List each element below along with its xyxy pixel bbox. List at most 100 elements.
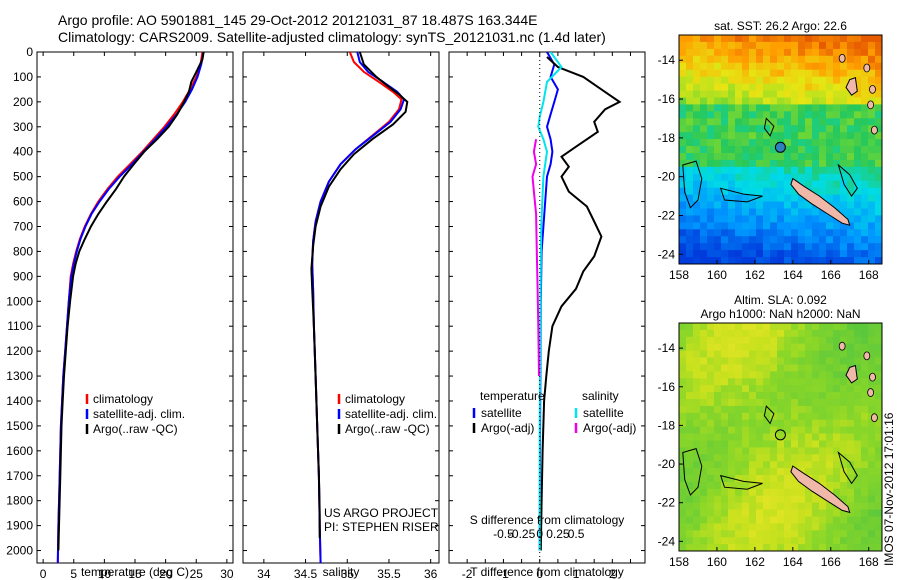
- map-cell: [812, 159, 820, 168]
- map-cell: [749, 35, 757, 43]
- map-cell: [875, 222, 882, 230]
- map-cell: [756, 392, 764, 400]
- map-cell: [693, 146, 701, 154]
- map-cell: [784, 194, 792, 203]
- map-cell: [749, 475, 757, 483]
- map-cell: [826, 243, 834, 251]
- map-cell: [812, 323, 820, 331]
- map-cell: [686, 371, 694, 379]
- map-cell: [798, 447, 806, 455]
- map-cell: [756, 180, 764, 189]
- map-cell: [784, 530, 792, 538]
- map-cell: [742, 159, 750, 168]
- map-cell: [840, 229, 848, 237]
- map-cell: [777, 475, 785, 483]
- map-cell: [707, 257, 715, 264]
- series-line-2: [310, 52, 409, 539]
- map-cell: [840, 132, 848, 140]
- map-cell: [847, 236, 855, 244]
- map-cell: [854, 132, 862, 140]
- map-cell: [742, 495, 750, 504]
- map-cell: [861, 336, 869, 345]
- map-cell: [868, 426, 876, 435]
- map-cell: [770, 55, 778, 64]
- map-cell: [763, 229, 771, 237]
- map-cell: [875, 159, 882, 168]
- map-cell: [826, 118, 834, 126]
- map-cell: [854, 343, 862, 352]
- map-cell: [875, 364, 882, 372]
- map-cell: [714, 426, 722, 435]
- map-cell: [714, 357, 722, 365]
- map-cell: [693, 62, 701, 71]
- map-cell: [735, 544, 743, 551]
- map-cell: [861, 530, 869, 538]
- map-cell: [847, 523, 855, 531]
- map-cell: [742, 419, 750, 428]
- map-cell: [812, 62, 820, 71]
- legend-entry: satellite: [481, 406, 522, 420]
- map-cell: [861, 229, 869, 237]
- map-cell: [819, 208, 827, 216]
- map-cell: [777, 48, 785, 57]
- map-cell: [777, 461, 785, 469]
- map-cell: [749, 433, 757, 441]
- map-cell: [749, 229, 757, 237]
- map-cell: [763, 153, 771, 161]
- x-tick-label: 15: [128, 567, 142, 580]
- map-cell: [679, 125, 687, 133]
- map-cell: [819, 215, 827, 223]
- map-cell: [707, 243, 715, 251]
- map-cell: [791, 323, 799, 331]
- map-cell: [791, 257, 799, 264]
- map-cell: [749, 488, 757, 497]
- map-cell: [756, 350, 764, 359]
- map-cell: [742, 502, 750, 511]
- map-cell: [875, 229, 882, 237]
- map-cell: [868, 250, 876, 258]
- map-cell: [861, 357, 869, 365]
- map-cell: [812, 440, 820, 448]
- map-cell: [763, 250, 771, 258]
- map-cell: [721, 83, 729, 92]
- map-cell: [686, 62, 694, 71]
- map-cell: [812, 208, 820, 216]
- map-cell: [700, 125, 708, 133]
- map-cell: [770, 405, 778, 414]
- map-cell: [763, 385, 771, 393]
- map-cell: [805, 62, 813, 71]
- map-cell: [791, 364, 799, 372]
- map-cell: [798, 55, 806, 64]
- map-cell: [700, 440, 708, 448]
- map-cell: [847, 350, 855, 359]
- land-new-caledonia: [790, 177, 851, 226]
- map-cell: [749, 481, 757, 490]
- map-cell: [679, 35, 687, 43]
- map-cell: [686, 48, 694, 57]
- map-cell: [742, 523, 750, 531]
- map-cell: [784, 118, 792, 126]
- map-cell: [763, 502, 771, 511]
- map-cell: [714, 104, 722, 112]
- map-cell: [854, 544, 862, 551]
- map-cell: [721, 41, 729, 50]
- land-island: [867, 388, 875, 397]
- map-cell: [763, 76, 771, 85]
- map-cell: [707, 69, 715, 78]
- map-cell: [679, 257, 687, 264]
- s-tick-label: -0.25: [508, 527, 536, 541]
- map-cell: [707, 502, 715, 511]
- map-cell: [861, 243, 869, 251]
- map-cell: [805, 323, 813, 331]
- map-cell: [784, 76, 792, 85]
- map-cell: [721, 104, 729, 112]
- map-cell: [847, 250, 855, 258]
- map-cell: [847, 166, 855, 175]
- map-cell: [812, 447, 820, 455]
- map-cell: [868, 243, 876, 251]
- map-cell: [840, 111, 848, 119]
- map-cell: [826, 250, 834, 258]
- map-cell: [693, 378, 701, 386]
- map-cell: [840, 194, 848, 203]
- map-cell: [693, 118, 701, 126]
